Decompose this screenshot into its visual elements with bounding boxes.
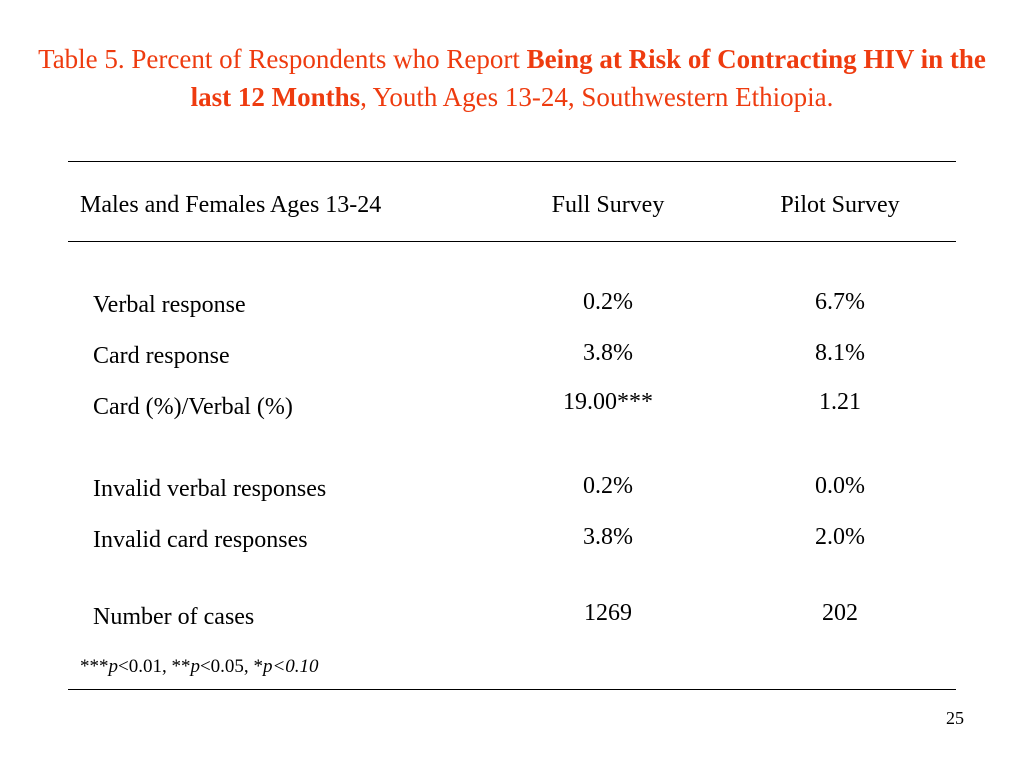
footnote-val-3: <0.10 <box>272 656 319 677</box>
table-bottom-rule <box>68 689 956 690</box>
header-row-label: Males and Females Ages 13-24 <box>80 192 382 218</box>
row-pilot-value: 202 <box>822 600 858 626</box>
footnote-stars-2: ** <box>171 656 191 677</box>
row-full-value: 0.2% <box>583 289 633 315</box>
footnote-p-1: p <box>108 656 119 677</box>
footnote-p-2: p <box>190 656 200 677</box>
row-pilot-value: 6.7% <box>815 289 865 315</box>
row-label: Invalid card responses <box>93 527 308 553</box>
row-pilot-value: 8.1% <box>815 340 865 366</box>
header-full-survey: Full Survey <box>551 192 665 218</box>
footnote-stars-3: * <box>253 656 263 677</box>
row-full-value: 19.00*** <box>563 389 653 415</box>
footnote-stars-1: *** <box>80 656 109 677</box>
row-label: Number of cases <box>93 604 255 630</box>
footnote-p-3: p <box>262 656 273 677</box>
row-label: Invalid verbal responses <box>93 476 327 502</box>
header-pilot-survey: Pilot Survey <box>780 192 900 218</box>
row-pilot-value: 0.0% <box>815 473 865 499</box>
page-number: 25 <box>946 708 964 728</box>
title-part2: , Youth Ages 13-24, Southwestern Ethiopi… <box>360 82 834 112</box>
significance-footnote: ***p<0.01, **p<0.05, *p<0.10 <box>80 655 319 679</box>
row-pilot-value: 1.21 <box>819 389 861 415</box>
row-label: Verbal response <box>93 292 246 318</box>
row-full-value: 1269 <box>584 600 632 626</box>
row-full-value: 3.8% <box>583 524 633 550</box>
row-label: Card response <box>93 343 230 369</box>
table-top-rule <box>68 161 956 162</box>
row-pilot-value: 2.0% <box>815 524 865 550</box>
table-header-rule <box>68 241 956 242</box>
row-full-value: 3.8% <box>583 340 633 366</box>
footnote-val-1: <0.01, <box>118 656 172 677</box>
footnote-val-2: <0.05, <box>199 656 254 677</box>
row-label: Card (%)/Verbal (%) <box>93 394 293 420</box>
title-bold: Being at Risk of Contracting HIV in the … <box>190 44 986 112</box>
slide-title: Table 5. Percent of Respondents who Repo… <box>20 40 1004 116</box>
row-full-value: 0.2% <box>583 473 633 499</box>
title-part1: Table 5. Percent of Respondents who Repo… <box>38 44 527 74</box>
